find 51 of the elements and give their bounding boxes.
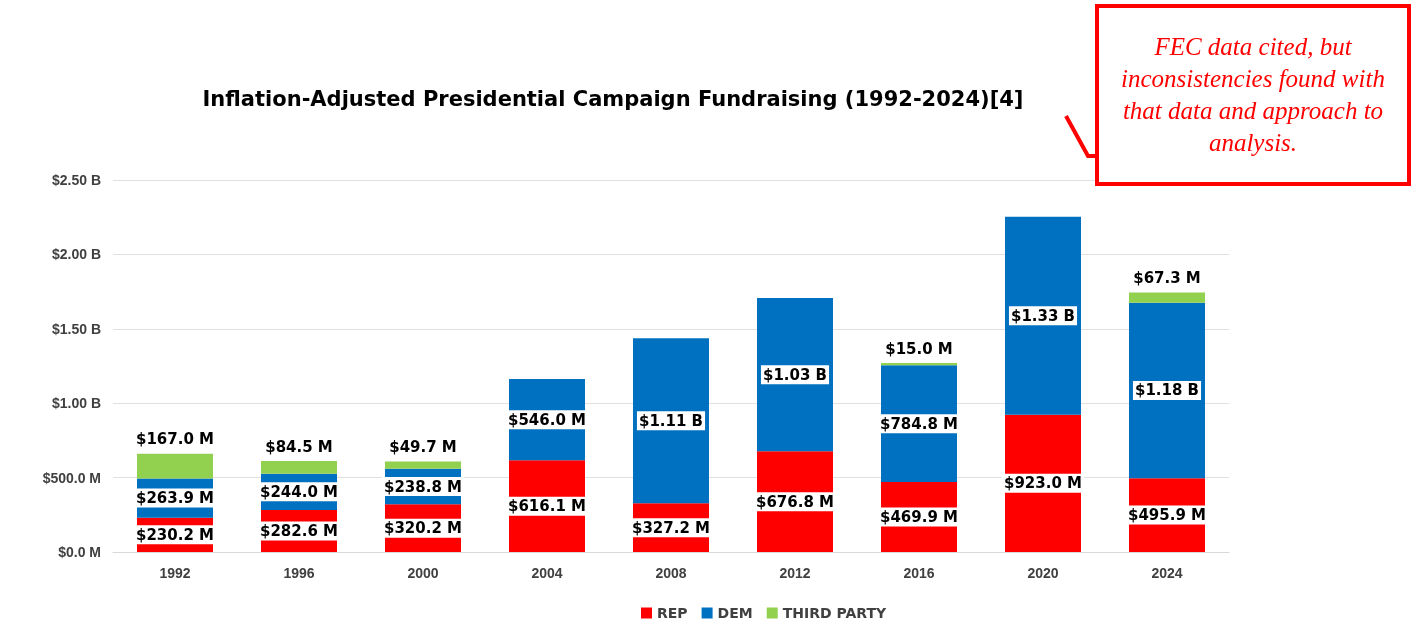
- data-label: $282.6 M: [259, 521, 339, 540]
- data-label: $167.0 M: [135, 430, 215, 449]
- legend-label: DEM: [717, 605, 753, 621]
- data-label: $495.9 M: [1127, 506, 1207, 525]
- bar: [1129, 292, 1205, 303]
- y-tick-label: $1.00 B: [51, 395, 101, 412]
- x-tick-label: 1996: [283, 565, 315, 581]
- data-label: $263.9 M: [135, 489, 215, 508]
- data-label: $676.8 M: [755, 492, 835, 511]
- data-label: $320.2 M: [383, 519, 463, 538]
- data-label: $616.1 M: [507, 497, 587, 516]
- bar: [1005, 216, 1081, 415]
- bar: [757, 298, 833, 452]
- y-tick-label: $2.50 B: [51, 172, 101, 188]
- data-label: $244.0 M: [259, 482, 339, 501]
- data-label: $230.2 M: [135, 525, 215, 544]
- x-tick-label: 2016: [903, 565, 935, 581]
- data-label: $1.11 B: [638, 411, 704, 430]
- data-label: $15.0 M: [885, 339, 953, 358]
- bar: [1129, 302, 1205, 479]
- bar: [261, 461, 337, 474]
- legend-label: REP: [657, 605, 688, 621]
- y-tick-label: $2.00 B: [51, 246, 101, 263]
- data-label: $1.18 B: [1134, 381, 1200, 400]
- data-label: $67.3 M: [1133, 269, 1201, 288]
- chart-title: Inflation-Adjusted Presidential Campaign Fundraising (1992-2024)[4]: [202, 86, 1024, 111]
- data-label: $327.2 M: [631, 518, 711, 537]
- x-tick-label: 2024: [1151, 565, 1183, 581]
- data-label: $469.9 M: [879, 508, 959, 527]
- x-tick-label: 1992: [159, 565, 191, 581]
- legend-label: THIRD PARTY: [782, 605, 887, 621]
- x-tick-label: 2004: [531, 565, 563, 581]
- x-tick-label: 2000: [407, 565, 439, 581]
- data-label: $784.8 M: [879, 414, 959, 433]
- text: FEC data cited, but inconsistencies found with that data and approach to analysis.: [1120, 32, 1386, 158]
- bar: [385, 461, 461, 469]
- bar: [137, 453, 213, 479]
- y-tick-label: $500.0 M: [42, 469, 101, 486]
- data-label: $923.0 M: [1003, 474, 1083, 493]
- x-tick-label: 2008: [655, 565, 687, 581]
- bar: [633, 338, 709, 504]
- y-tick-label: $1.50 B: [51, 320, 101, 337]
- data-label: $546.0 M: [507, 410, 587, 429]
- y-tick-label: $0.0 M: [58, 544, 101, 560]
- data-label: $49.7 M: [389, 437, 457, 456]
- data-label: $84.5 M: [265, 437, 333, 456]
- x-tick-label: 2012: [779, 565, 811, 581]
- data-label: $1.03 B: [762, 365, 828, 384]
- data-label: $1.33 B: [1010, 306, 1076, 325]
- data-label: $238.8 M: [383, 477, 463, 496]
- x-tick-label: 2020: [1027, 565, 1059, 581]
